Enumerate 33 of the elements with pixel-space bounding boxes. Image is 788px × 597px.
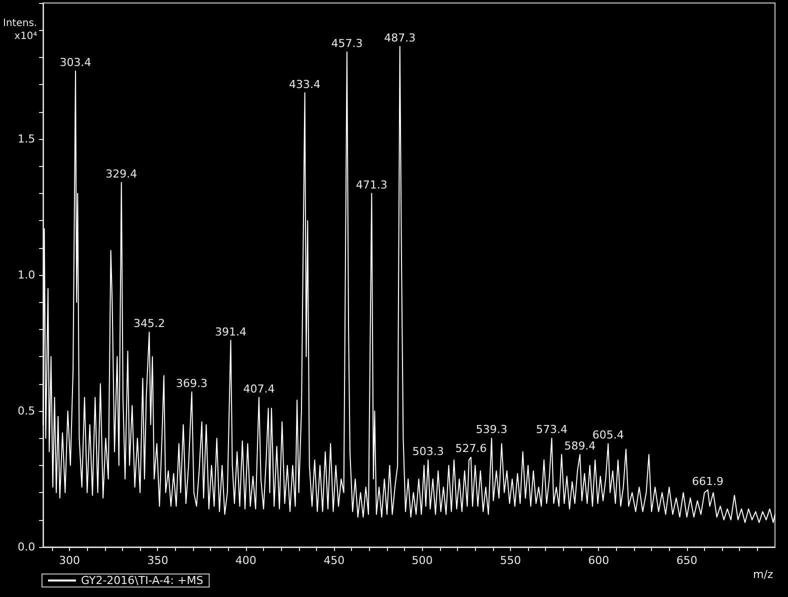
annotation: 303.4 [60,56,92,69]
annotation: 391.4 [214,325,246,338]
annotation: 329.4 [106,168,138,181]
x-tick-label: 350 [147,554,168,567]
x-tick-label: 500 [412,554,433,567]
x-tick-label: 550 [500,554,521,567]
annotation: 661.9 [692,474,724,488]
y-axis-title: Intens. x10⁴ [2,18,38,42]
x-tick-label: 650 [676,554,698,567]
annotation: 369.3 [176,376,208,390]
y-tick-label: 1.5 [18,132,36,146]
annotation: 503.3 [412,444,444,458]
annotation: 407.4 [243,382,275,396]
annotation: 573.4 [536,423,568,436]
annotation: 433.4 [289,78,321,91]
annotation: 457.3 [331,36,363,50]
x-tick-label: 300 [59,554,80,567]
x-axis-title: m/z [753,568,774,581]
annotation: 487.3 [384,32,416,45]
x-tick-label: 600 [588,554,610,567]
annotation: 589.4 [564,440,596,453]
annotation: 471.3 [356,178,388,192]
annotation: 539.3 [476,423,508,436]
y-tick-label: 1.0 [18,268,36,282]
legend-label: GY2-2016\TI-A-4: +MS [81,574,204,587]
line-series [42,46,776,524]
annotation: 345.2 [134,317,166,330]
y-tick-label: 0.5 [18,404,36,418]
x-tick-label: 450 [324,554,345,567]
annotation: 527.6 [455,442,487,456]
annotation: 605.4 [592,428,624,442]
y-tick-label: 0.0 [18,540,36,554]
x-tick-label: 400 [235,554,256,567]
